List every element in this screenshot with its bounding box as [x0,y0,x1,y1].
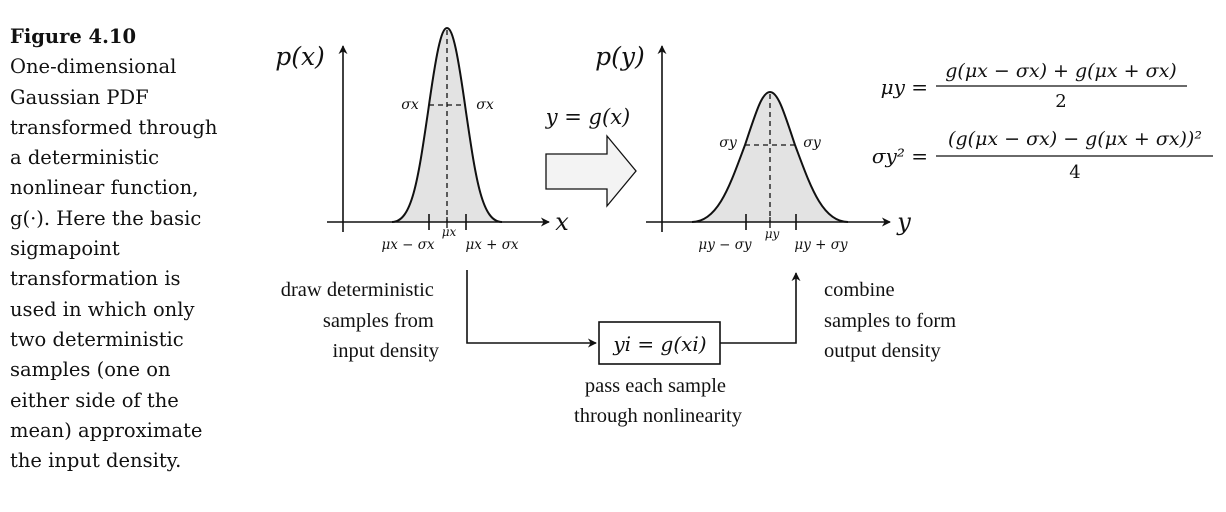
equations: μy = g(μx − σx) + g(μx + σx) 2 σy² = (g(… [872,60,1213,183]
left-y-label: p(x) [275,42,325,71]
left-mean-label: μx [442,225,457,239]
left-sigma-right-label: σx [476,97,494,113]
flow-bottom-line: through nonlinearity [574,405,743,427]
right-tick-minus-label: μy − σy [698,237,752,253]
right-mean-label: μy [765,227,780,241]
figure-caption-text: One-dimensional Gaussian PDF transformed… [10,55,218,473]
flow-right-line: samples to form [824,310,956,332]
sample-box-label: yi = g(xi) [612,332,706,356]
flow: draw deterministic samples from input de… [281,270,961,427]
left-plot: p(x) x σx σx μx μx − σx μx + σx [275,26,569,253]
transform-label: y = g(x) [545,105,630,129]
left-gaussian-curve [391,26,503,223]
transform: y = g(x) [545,105,637,208]
flow-arrow-in [466,270,597,348]
flow-left-text: draw deterministic samples from input de… [281,279,440,362]
flow-left-line: draw deterministic [281,279,434,301]
left-x-label: x [555,208,569,236]
sample-box [598,321,721,365]
flow-right-line: combine [824,279,895,301]
right-x-label: y [896,208,911,236]
variance-equation-lhs: σy² = [872,144,928,168]
flow-bottom-text: pass each sample through nonlinearity [574,375,743,427]
flow-bottom-line: pass each sample [585,375,726,397]
flow-left-line: samples from [323,310,434,332]
left-sigma-left-label: σx [401,97,419,113]
mean-equation-denominator: 2 [1055,91,1066,112]
right-plot: p(y) y σy σy μy μy − σy μy + σy [595,42,911,253]
right-tick-plus-label: μy + σy [794,237,848,253]
figure-caption: Figure 4.10 One-dimensional Gaussian PDF… [10,22,225,476]
left-tick-plus-label: μx + σx [465,237,518,253]
flow-right-text: combine samples to form output density [824,279,961,362]
flow-left-line: input density [333,340,440,362]
variance-equation-denominator: 4 [1069,162,1080,183]
right-y-label: p(y) [595,42,645,71]
flow-right-line: output density [824,340,941,362]
figure-label: Figure 4.10 [10,25,137,48]
flow-arrow-out [720,272,801,344]
variance-equation-numerator: (g(μx − σx) − g(μx + σx))² [948,128,1202,150]
transform-arrow-icon [545,134,637,208]
right-sigma-right-label: σy [803,135,822,151]
right-gaussian-curve [691,90,849,223]
mean-equation-numerator: g(μx − σx) + g(μx + σx) [945,60,1176,82]
mean-equation-lhs: μy = [881,75,928,99]
right-sigma-left-label: σy [719,135,738,151]
left-tick-minus-label: μx − σx [381,237,434,253]
